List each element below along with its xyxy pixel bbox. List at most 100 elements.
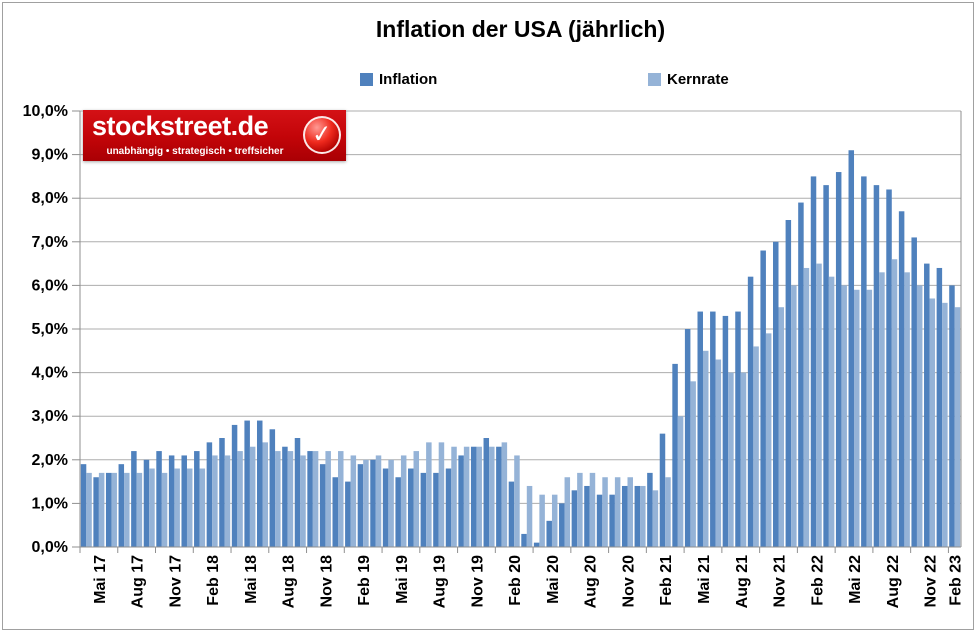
bar-inflation bbox=[496, 446, 502, 547]
bar-inflation bbox=[433, 472, 439, 547]
bar-inflation bbox=[571, 490, 578, 547]
bar-inflation bbox=[659, 433, 666, 547]
x-tick-label: Feb 18 bbox=[205, 555, 222, 606]
bar-kernrate bbox=[224, 455, 231, 547]
bar-kernrate bbox=[539, 494, 545, 547]
bar-kernrate bbox=[640, 485, 646, 547]
bar-kernrate bbox=[690, 381, 696, 547]
bar-inflation bbox=[873, 185, 880, 547]
bar-inflation bbox=[810, 176, 817, 547]
legend-label-kernrate: Kernrate bbox=[667, 71, 729, 88]
bar-kernrate bbox=[677, 416, 684, 547]
x-tick-label: Nov 22 bbox=[923, 555, 940, 608]
bar-inflation bbox=[835, 172, 842, 548]
bar-inflation bbox=[924, 263, 930, 547]
bar-inflation bbox=[559, 503, 565, 547]
bar-kernrate bbox=[778, 307, 785, 547]
bar-inflation bbox=[93, 477, 99, 547]
bar-inflation bbox=[143, 459, 150, 547]
y-tick-label: 8,0% bbox=[32, 190, 68, 207]
bar-kernrate bbox=[665, 477, 671, 547]
x-tick-label: Nov 21 bbox=[772, 555, 789, 608]
bar-inflation bbox=[458, 455, 464, 547]
bar-inflation bbox=[181, 455, 187, 547]
bar-kernrate bbox=[249, 446, 256, 547]
bar-kernrate bbox=[564, 477, 571, 547]
bar-inflation bbox=[307, 451, 313, 547]
bar-kernrate bbox=[916, 285, 923, 547]
bar-kernrate bbox=[174, 468, 180, 547]
bar-kernrate bbox=[715, 359, 722, 547]
bar-inflation bbox=[80, 464, 87, 547]
y-tick-label: 4,0% bbox=[32, 365, 68, 382]
bar-kernrate bbox=[489, 446, 495, 547]
bar-kernrate bbox=[904, 272, 910, 547]
y-tick-label: 10,0% bbox=[23, 103, 68, 120]
logo-tagline: unabhängig • strategisch • treffsicher bbox=[106, 146, 284, 157]
bar-kernrate bbox=[816, 263, 822, 547]
bar-inflation bbox=[735, 311, 741, 547]
bar-kernrate bbox=[577, 472, 583, 547]
bar-kernrate bbox=[942, 302, 948, 547]
check-badge-icon: ✓ bbox=[303, 116, 341, 154]
inflation-series-swatch-icon bbox=[360, 73, 373, 86]
legend-label-inflation: Inflation bbox=[379, 71, 438, 88]
bar-kernrate bbox=[854, 289, 860, 547]
bar-kernrate bbox=[526, 485, 533, 547]
bar-inflation bbox=[483, 438, 490, 547]
bar-inflation bbox=[420, 472, 427, 547]
bar-inflation bbox=[684, 329, 691, 547]
bar-inflation bbox=[370, 459, 376, 547]
bar-inflation bbox=[118, 464, 125, 547]
bar-kernrate bbox=[136, 472, 143, 547]
bar-kernrate bbox=[828, 276, 835, 547]
bar-inflation bbox=[848, 150, 855, 548]
legend-item-kernrate: Kernrate bbox=[648, 71, 729, 88]
bar-kernrate bbox=[602, 477, 608, 547]
x-tick-label: Mai 20 bbox=[545, 555, 562, 604]
x-tick-label: Feb 22 bbox=[809, 555, 826, 606]
bar-kernrate bbox=[501, 442, 508, 547]
bar-kernrate bbox=[589, 472, 596, 547]
legend: Inflation Kernrate bbox=[0, 71, 976, 91]
bar-kernrate bbox=[275, 451, 281, 547]
bar-kernrate bbox=[325, 451, 331, 547]
bar-kernrate bbox=[803, 267, 810, 547]
bar-kernrate bbox=[929, 298, 936, 547]
bar-kernrate bbox=[149, 468, 155, 547]
bar-inflation bbox=[131, 451, 137, 547]
bar-inflation bbox=[219, 438, 225, 547]
y-tick-label: 6,0% bbox=[32, 277, 68, 294]
bar-inflation bbox=[357, 464, 364, 547]
bar-inflation bbox=[156, 451, 162, 547]
bar-kernrate bbox=[791, 285, 797, 547]
x-tick-label: Feb 20 bbox=[507, 555, 524, 606]
bar-kernrate bbox=[841, 285, 847, 547]
bar-inflation bbox=[949, 285, 955, 547]
bar-inflation bbox=[823, 185, 829, 547]
bar-inflation bbox=[609, 494, 615, 547]
x-tick-label: Nov 18 bbox=[318, 555, 335, 608]
bar-inflation bbox=[319, 464, 326, 547]
x-tick-label: Aug 21 bbox=[734, 555, 751, 608]
bar-inflation bbox=[596, 494, 603, 547]
bar-kernrate bbox=[287, 451, 294, 547]
bar-kernrate bbox=[702, 350, 709, 547]
bar-kernrate bbox=[262, 442, 268, 547]
bar-inflation bbox=[168, 455, 175, 547]
x-tick-label: Nov 20 bbox=[620, 555, 637, 608]
x-tick-label: Mai 21 bbox=[696, 555, 713, 604]
bar-kernrate bbox=[438, 442, 445, 547]
legend-item-inflation: Inflation bbox=[360, 71, 437, 88]
bar-inflation bbox=[256, 420, 263, 547]
x-tick-label: Aug 19 bbox=[432, 555, 449, 608]
bar-kernrate bbox=[212, 455, 218, 547]
bar-kernrate bbox=[86, 472, 92, 547]
bar-inflation bbox=[332, 477, 339, 547]
bar-kernrate bbox=[413, 451, 420, 547]
bar-kernrate bbox=[765, 333, 772, 547]
bar-inflation bbox=[898, 211, 905, 547]
bar-kernrate bbox=[300, 455, 306, 547]
